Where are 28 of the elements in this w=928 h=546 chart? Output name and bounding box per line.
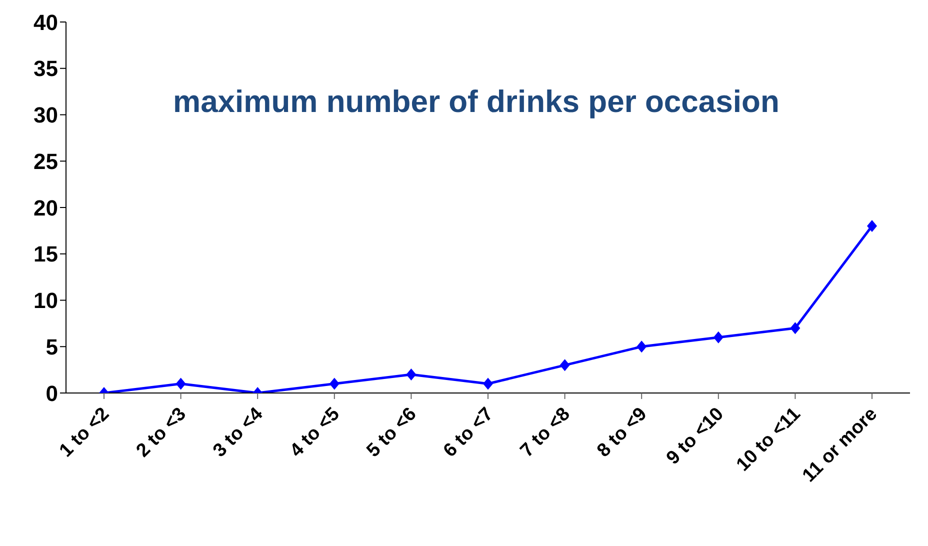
y-tick-label: 10 — [34, 288, 58, 314]
text: maximum number of drinks per occasion — [173, 84, 780, 120]
y-tick-label: 25 — [34, 148, 58, 174]
x-tick-label: 2 to <3 — [132, 404, 190, 462]
point — [636, 340, 647, 353]
point — [329, 378, 340, 390]
y-tick-label: 30 — [34, 102, 58, 128]
x-tick-label: 1 to <2 — [56, 404, 114, 462]
x-tick-label: 8 to <9 — [593, 404, 652, 462]
point — [483, 378, 493, 390]
x-tick-label: 4 to <5 — [286, 403, 344, 462]
point — [790, 322, 800, 334]
x-tick-label: 7 to <8 — [516, 404, 574, 462]
y-tick-label: 15 — [34, 242, 58, 267]
x-tick-label: 3 to <4 — [209, 403, 268, 462]
point — [176, 378, 186, 390]
x-tick-label: 6 to <7 — [440, 404, 498, 462]
y-tick-label: 40 — [34, 10, 58, 35]
point — [560, 359, 570, 372]
y-tick-label: 20 — [34, 195, 58, 220]
x-tick-label: 9 to <10 — [662, 404, 728, 469]
x-tick-label: 5 to <6 — [362, 404, 421, 462]
point — [406, 368, 416, 380]
y-tick-label: 5 — [46, 334, 58, 360]
point — [713, 331, 724, 344]
y-tick-label: 0 — [46, 380, 58, 406]
point — [867, 220, 877, 232]
y-tick-label: 35 — [34, 56, 58, 82]
